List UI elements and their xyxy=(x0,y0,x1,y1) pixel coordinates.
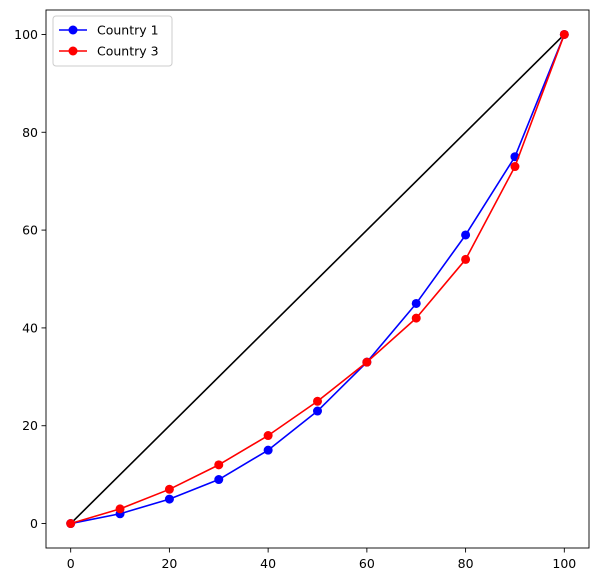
y-tick-label: 60 xyxy=(22,223,38,238)
legend-box xyxy=(52,15,173,67)
series-1-point xyxy=(164,494,174,504)
x-tick-label: 100 xyxy=(552,556,576,571)
series-2-point xyxy=(115,504,125,514)
y-tick-label: 100 xyxy=(14,27,38,42)
x-tick-label: 80 xyxy=(458,556,474,571)
series-2-point xyxy=(362,357,372,367)
y-tick-label: 40 xyxy=(22,320,38,335)
series-1-point xyxy=(411,298,421,308)
x-tick-label: 20 xyxy=(161,556,177,571)
series-1-point xyxy=(214,475,224,485)
series-2-point xyxy=(263,431,273,441)
y-tick-label: 0 xyxy=(30,516,38,531)
legend-label-2: Country 3 xyxy=(97,44,159,59)
legend-marker-2 xyxy=(68,46,78,56)
series-2-point xyxy=(461,254,471,264)
legend-marker-1 xyxy=(68,25,78,35)
series-2-point xyxy=(559,29,569,39)
y-tick-label: 80 xyxy=(22,125,38,140)
equality-line xyxy=(70,33,565,525)
legend: Country 1 Country 3 xyxy=(52,15,173,67)
axes-frame xyxy=(45,9,590,549)
series-2-point xyxy=(214,460,224,470)
series-2-point xyxy=(66,519,76,529)
x-tick-label: 0 xyxy=(67,556,75,571)
series-1-point xyxy=(263,445,273,455)
x-tick-label: 40 xyxy=(260,556,276,571)
series-1-point xyxy=(313,406,322,416)
y-tick-label: 20 xyxy=(22,418,38,433)
x-tick-label: 60 xyxy=(359,556,375,571)
series-2-point xyxy=(164,484,174,494)
series-2-point xyxy=(510,162,520,172)
series-2-point xyxy=(411,313,421,323)
series-2-point xyxy=(313,396,322,406)
legend-label-1: Country 1 xyxy=(97,23,159,38)
series-1-point xyxy=(461,230,471,240)
plot-area: 0 20 40 60 80 100 0 20 40 60 80 100 xyxy=(14,9,590,571)
